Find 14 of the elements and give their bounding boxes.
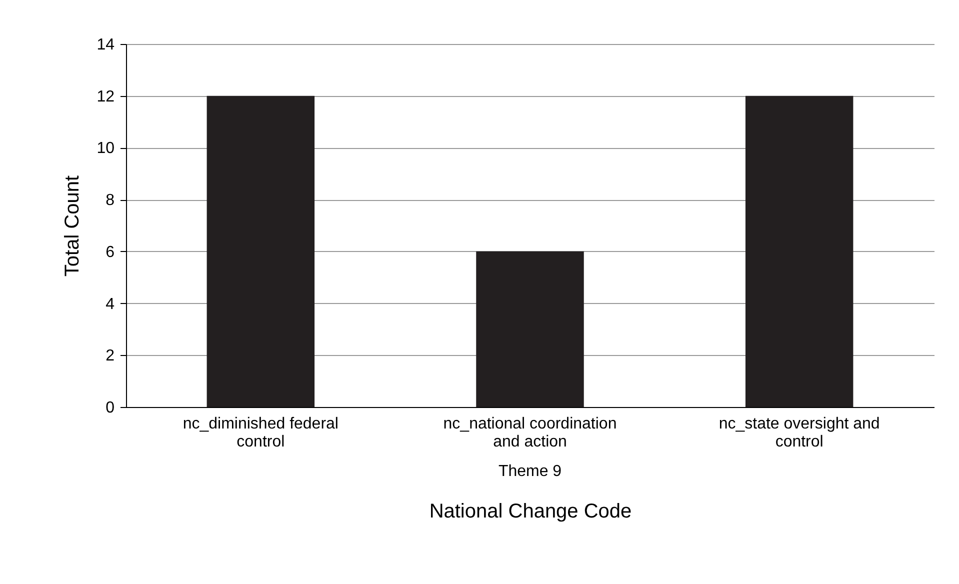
y-tick-label: 12	[96, 88, 115, 106]
y-tick-label: 0	[106, 400, 115, 416]
y-tick-label: 4	[106, 296, 115, 313]
x-tick-label: nc_diminished federal control	[182, 416, 338, 450]
x-axis-title: National Change Code	[429, 500, 632, 522]
x-tick-label: nc_national coordination and action	[443, 416, 617, 450]
y-tick-label: 6	[106, 244, 115, 261]
y-tick-label: 10	[96, 140, 115, 158]
y-axis-title: Total Count	[62, 174, 84, 277]
text: Theme 9	[498, 463, 562, 480]
y-tick-label: 14	[96, 36, 115, 54]
x-tick-label: nc_state oversight and control	[718, 416, 880, 450]
y-tick-label: 2	[106, 348, 115, 365]
y-tick-label: 8	[106, 192, 115, 210]
